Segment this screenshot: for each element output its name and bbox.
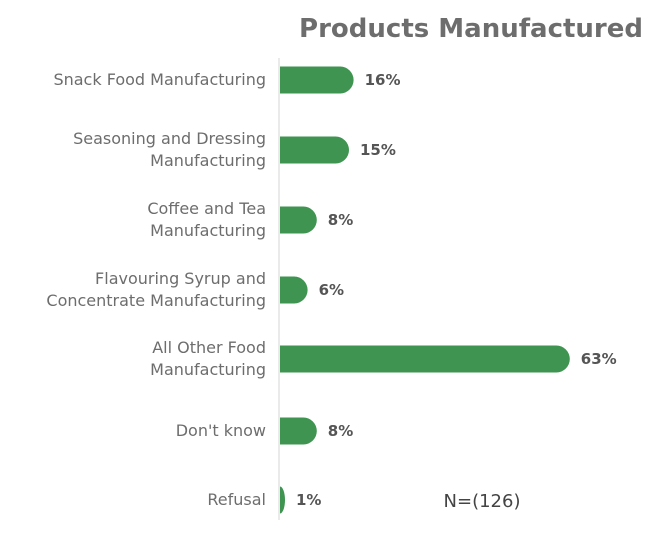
- category-label-2-line-1: Manufacturing: [150, 221, 266, 240]
- bar-6: [280, 486, 285, 514]
- category-label-1-line-0: Seasoning and Dressing: [73, 129, 266, 148]
- sample-size-note: N=(126): [444, 491, 521, 512]
- value-label-0: 16%: [365, 71, 401, 89]
- category-label-0-line-0: Snack Food Manufacturing: [53, 70, 266, 89]
- category-label-4: All Other Food Manufacturing: [150, 338, 266, 379]
- category-label-2: Coffee and Tea Manufacturing: [147, 199, 266, 240]
- bar-4: [280, 345, 570, 373]
- category-label-3: Flavouring Syrup and Concentrate Manufact…: [46, 269, 266, 310]
- category-label-2-line-0: Coffee and Tea: [147, 199, 266, 218]
- category-label-0: Snack Food Manufacturing: [53, 70, 266, 89]
- category-label-5: Don't know: [176, 421, 266, 440]
- category-label-3-line-1: Concentrate Manufacturing: [46, 291, 266, 310]
- bar-2: [280, 206, 317, 234]
- category-label-6: Refusal: [207, 490, 266, 509]
- bar-1: [280, 136, 349, 164]
- value-labels: 16% 15% 8% 6% 63% 8% 1%: [296, 71, 617, 509]
- bar-0: [280, 66, 354, 94]
- category-label-4-line-0: All Other Food: [152, 338, 266, 357]
- bar-3: [280, 276, 308, 304]
- bar-5: [280, 417, 317, 445]
- value-label-5: 8%: [328, 422, 353, 440]
- chart-title: Products Manufactured: [299, 14, 643, 44]
- category-label-1-line-1: Manufacturing: [150, 151, 266, 170]
- value-label-1: 15%: [360, 141, 396, 159]
- category-label-5-line-0: Don't know: [176, 421, 266, 440]
- category-label-3-line-0: Flavouring Syrup and: [95, 269, 266, 288]
- category-labels: Snack Food Manufacturing Seasoning and Dr…: [46, 70, 266, 509]
- category-label-4-line-1: Manufacturing: [150, 360, 266, 379]
- category-label-1: Seasoning and Dressing Manufacturing: [73, 129, 266, 170]
- category-label-6-line-0: Refusal: [207, 490, 266, 509]
- bars-group: [280, 66, 570, 514]
- value-label-2: 8%: [328, 211, 353, 229]
- value-label-6: 1%: [296, 491, 321, 509]
- value-label-3: 6%: [319, 281, 344, 299]
- value-label-4: 63%: [581, 350, 617, 368]
